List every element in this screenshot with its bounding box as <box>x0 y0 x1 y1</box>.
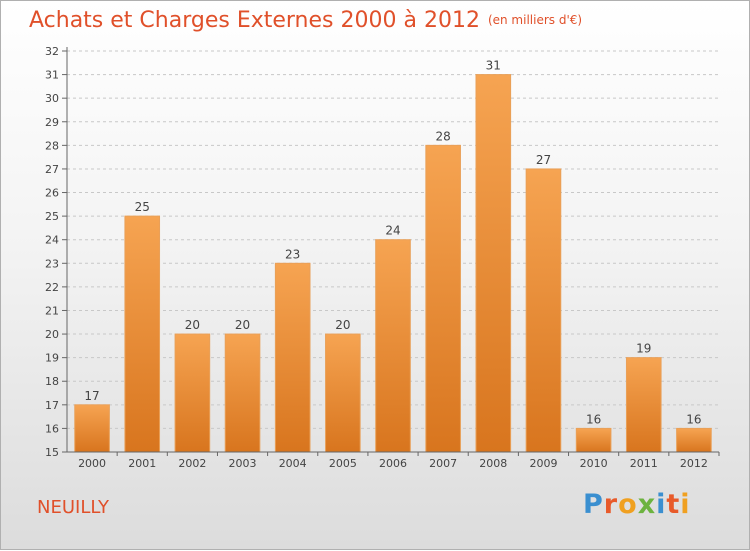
bar-value-label: 23 <box>285 247 300 261</box>
y-tick-label: 27 <box>45 163 59 176</box>
bar-2000 <box>74 404 110 453</box>
y-tick-label: 20 <box>45 328 59 341</box>
x-tick-label: 2006 <box>379 457 407 470</box>
bar-2004 <box>274 262 311 453</box>
bar-value-label: 27 <box>536 153 551 167</box>
bar-2002 <box>174 333 211 453</box>
y-tick-label: 25 <box>45 210 59 223</box>
bar-value-label: 16 <box>686 412 701 426</box>
x-tick-label: 2005 <box>329 457 357 470</box>
y-tick-label: 24 <box>45 234 59 247</box>
logo-letter: x <box>637 489 657 520</box>
y-tick-label: 17 <box>45 399 59 412</box>
x-tick-label: 2011 <box>630 457 658 470</box>
bar-2010 <box>575 427 612 453</box>
bar-2003 <box>224 333 261 453</box>
y-tick-label: 31 <box>45 69 59 82</box>
y-tick-label: 21 <box>45 304 59 317</box>
y-tick-label: 22 <box>45 281 59 294</box>
x-tick-label: 2000 <box>78 457 106 470</box>
y-tick-label: 16 <box>45 422 59 435</box>
x-tick-label: 2009 <box>529 457 557 470</box>
x-tick-label: 2008 <box>479 457 507 470</box>
bar-value-label: 25 <box>135 200 150 214</box>
bar-value-label: 20 <box>335 318 350 332</box>
y-tick-label: 28 <box>45 139 59 152</box>
y-tick-label: 30 <box>45 92 59 105</box>
bar-value-label: 20 <box>235 318 250 332</box>
bar-value-label: 19 <box>636 342 651 356</box>
proxiti-logo: Proxiti <box>583 489 691 520</box>
x-tick-label: 2004 <box>279 457 307 470</box>
bar-2011 <box>625 357 662 453</box>
bar-value-label: 16 <box>586 412 601 426</box>
y-tick-label: 32 <box>45 45 59 58</box>
axes: 15 16 17 18 19 20 21 22 23 24 25 26 27 28 29 30 31 32 2000… <box>45 45 720 470</box>
logo-letter: i <box>680 489 691 520</box>
bar-2012 <box>676 427 712 453</box>
bars: 17 25 20 20 23 20 24 28 31 27 16 19 16 <box>74 59 712 453</box>
x-tick-label: 2010 <box>580 457 608 470</box>
logo-letter: i <box>656 489 667 520</box>
x-tick-label: 2003 <box>229 457 257 470</box>
y-tick-label: 26 <box>45 187 59 200</box>
chart-subtitle: (en milliers d'€) <box>487 13 583 27</box>
y-tick-label: 15 <box>45 446 59 459</box>
logo-letter: P <box>583 489 604 520</box>
bar-value-label: 31 <box>486 59 501 73</box>
x-tick-label: 2007 <box>429 457 457 470</box>
bar-value-label: 24 <box>385 224 400 238</box>
bar-2001 <box>124 215 161 453</box>
bar-value-label: 28 <box>436 129 451 143</box>
y-tick-label: 23 <box>45 257 59 270</box>
y-tick-label: 19 <box>45 352 59 365</box>
bar-2008 <box>475 74 512 453</box>
logo-letter: r <box>603 489 619 520</box>
chart-title: Achats et Charges Externes 2000 à 2012 (e… <box>29 8 583 33</box>
bar-value-label: 20 <box>185 318 200 332</box>
logo-letter: t <box>666 489 681 520</box>
y-tick-label: 18 <box>45 375 59 388</box>
bar-2007 <box>425 144 461 453</box>
bar-2006 <box>375 239 411 453</box>
place-name: NEUILLY <box>37 497 109 518</box>
x-tick-label: 2001 <box>128 457 156 470</box>
bar-2005 <box>325 333 361 453</box>
y-tick-label: 29 <box>45 116 59 129</box>
x-tick-label: 2002 <box>178 457 206 470</box>
logo-letter: o <box>618 489 638 520</box>
x-tick-label: 2012 <box>680 457 708 470</box>
bar-2009 <box>525 168 562 453</box>
bar-value-label: 17 <box>84 389 99 403</box>
